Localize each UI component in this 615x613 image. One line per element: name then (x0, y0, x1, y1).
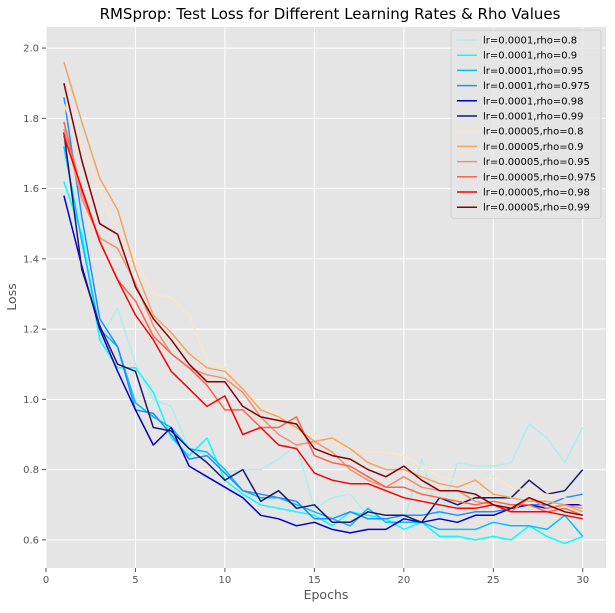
legend-label: lr=0.0001,rho=0.98 (483, 96, 583, 107)
y-tick-label: 0.6 (23, 535, 39, 546)
axis-ticks: 0 5 10 15 20 25 30 0.6 0.8 1.0 1.2 1.4 1.6 1.8 2.0 (23, 44, 589, 586)
y-tick-label: 2.0 (23, 44, 39, 55)
legend-label: lr=0.0001,rho=0.95 (483, 66, 583, 77)
series-line (63, 132, 584, 524)
x-tick-label: 10 (219, 575, 232, 586)
series-line (63, 83, 583, 517)
x-tick-label: 30 (576, 575, 589, 586)
y-tick-label: 1.8 (23, 114, 39, 125)
series-line (63, 121, 583, 516)
x-tick-label: 0 (43, 575, 49, 586)
legend-label: lr=0.00005,rho=0.98 (483, 188, 590, 199)
series-lines (63, 61, 584, 545)
series-line (63, 153, 584, 524)
chart-title: RMSprop: Test Loss for Different Learnin… (100, 5, 561, 23)
x-axis-label: Epochs (304, 587, 349, 602)
legend-label: lr=0.00005,rho=0.95 (483, 157, 590, 168)
x-tick-label: 5 (132, 575, 138, 586)
legend-label: lr=0.00005,rho=0.9 (483, 142, 583, 153)
series-line (63, 181, 583, 545)
x-tick-label: 20 (397, 575, 410, 586)
series-line (63, 97, 583, 520)
x-tick-label: 15 (308, 575, 321, 586)
legend-label: lr=0.0001,rho=0.8 (483, 36, 577, 47)
series-line (63, 61, 583, 513)
legend-label: lr=0.0001,rho=0.9 (483, 51, 577, 62)
y-tick-label: 1.2 (23, 325, 39, 336)
y-tick-label: 0.8 (23, 465, 39, 476)
legend-label: lr=0.0001,rho=0.975 (483, 81, 590, 92)
legend: lr=0.0001,rho=0.8 lr=0.0001,rho=0.9 lr=0.0… (450, 29, 602, 219)
legend-box (450, 29, 602, 219)
y-tick-label: 1.6 (23, 184, 39, 195)
legend-label: lr=0.00005,rho=0.8 (483, 127, 583, 138)
y-tick-label: 1.0 (23, 395, 39, 406)
x-tick-label: 25 (487, 575, 500, 586)
legend-label: lr=0.00005,rho=0.99 (483, 203, 590, 214)
y-axis-label: Loss (4, 283, 19, 310)
series-line (63, 195, 583, 534)
legend-label: lr=0.0001,rho=0.99 (483, 112, 583, 123)
legend-label: lr=0.00005,rho=0.975 (483, 172, 596, 183)
series-line (63, 146, 584, 537)
series-line (63, 104, 583, 506)
y-tick-label: 1.4 (23, 254, 39, 265)
